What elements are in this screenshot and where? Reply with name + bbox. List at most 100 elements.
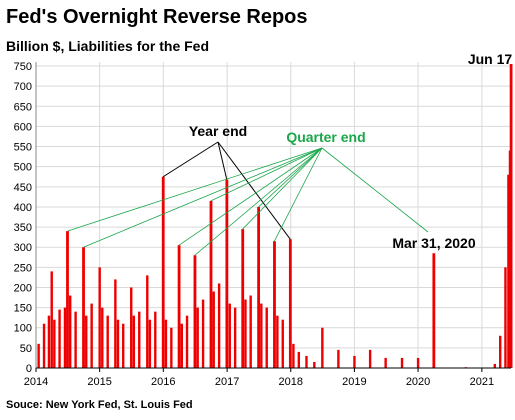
annotation-label: Quarter end [286, 129, 365, 145]
y-tick-label: 650 [14, 101, 32, 113]
data-bar [148, 319, 152, 368]
data-bar [164, 319, 168, 368]
data-bar [132, 315, 136, 368]
spike-bar [161, 176, 165, 368]
annotation-label: Mar 31, 2020 [392, 235, 475, 251]
data-bar [321, 327, 324, 368]
spike-bar [432, 253, 436, 368]
data-bar [265, 307, 268, 368]
x-tick-label: 2020 [406, 376, 430, 388]
data-bar [499, 335, 502, 368]
x-tick-label: 2018 [279, 376, 303, 388]
data-series [37, 64, 513, 369]
y-tick-label: 500 [14, 162, 32, 174]
data-bar [353, 355, 356, 368]
data-bar [416, 357, 420, 368]
leader-line-quarter-end [210, 147, 323, 202]
data-bar [185, 315, 189, 368]
spike-bar [66, 231, 69, 368]
x-tick-label: 2016 [151, 376, 175, 388]
data-bar [217, 283, 221, 368]
data-bar [106, 315, 109, 368]
data-bar [305, 355, 308, 368]
y-tick-label: 150 [14, 303, 32, 315]
data-bar [201, 299, 205, 368]
spike-bar [288, 239, 292, 368]
data-bar [114, 279, 117, 368]
spike-bar [241, 229, 245, 368]
spike-bar [257, 206, 261, 368]
data-bar [244, 299, 247, 368]
spike-bar [273, 241, 276, 368]
data-bar [337, 349, 340, 368]
y-tick-label: 750 [14, 61, 32, 73]
x-tick-label: 2021 [470, 376, 494, 388]
data-bar [98, 267, 101, 368]
annotations: Year end Quarter end Mar 31, 2020 Jun 17 [67, 51, 513, 256]
y-tick-label: 0 [26, 363, 32, 375]
leader-line-quarter-end [321, 147, 429, 233]
spike-bar [209, 200, 213, 368]
annotation-label: Jun 17 [468, 51, 513, 67]
spike-bar [509, 64, 513, 369]
data-bar [180, 323, 184, 368]
data-bar [53, 319, 56, 368]
y-tick-label: 700 [14, 81, 32, 93]
data-bar [138, 311, 141, 368]
data-bar [368, 349, 372, 368]
data-bar [122, 323, 125, 368]
data-bar [493, 363, 497, 368]
source-note: Souce: New York Fed, St. Louis Fed [6, 399, 193, 411]
data-bar [276, 315, 279, 368]
leader-line-quarter-end [242, 147, 323, 230]
y-tick-label: 300 [14, 242, 32, 254]
data-bar [313, 361, 316, 368]
leader-line-quarter-end [194, 147, 323, 256]
leader-line-quarter-end [67, 147, 323, 232]
y-tick-label: 450 [14, 182, 32, 194]
spike-bar [177, 245, 181, 368]
data-bar [85, 315, 88, 368]
leader-line-year-end [162, 141, 219, 178]
data-bar [212, 291, 215, 368]
data-bar [42, 323, 46, 368]
data-bar [130, 287, 133, 368]
data-bar [233, 307, 237, 368]
data-bar [69, 295, 72, 368]
leader-line-quarter-end [83, 147, 323, 248]
leader-line-quarter-end [274, 147, 323, 242]
leader-line-quarter-end [178, 147, 323, 246]
x-tick-label: 2014 [24, 376, 48, 388]
data-bar [146, 275, 149, 368]
data-bar [154, 311, 157, 368]
leader-line-year-end [217, 141, 291, 240]
data-bar [116, 319, 120, 368]
y-tick-label: 200 [14, 282, 32, 294]
y-tick-label: 350 [14, 222, 32, 234]
data-bar [281, 319, 284, 368]
annotation-label: Year end [189, 123, 247, 139]
data-bar [90, 303, 93, 368]
chart-title: Fed's Overnight Reverse Repos [6, 6, 308, 28]
y-tick-label: 550 [14, 142, 32, 154]
data-bar [63, 307, 67, 368]
data-bar [228, 303, 231, 368]
data-bar [384, 357, 387, 368]
data-bar [74, 311, 77, 368]
data-bar [292, 343, 295, 368]
y-tick-label: 50 [20, 343, 32, 355]
data-bar [37, 343, 40, 368]
spike-bar [82, 247, 85, 368]
data-bar [400, 357, 404, 368]
leader-line-quarter-end [258, 147, 323, 208]
y-tick-label: 600 [14, 121, 32, 133]
axes: 0 50 100 150 200 250 300 350 400 450 500 550 600 650 7… [14, 61, 511, 388]
data-bar [507, 174, 510, 368]
y-tick-label: 100 [14, 323, 32, 335]
data-bar [249, 295, 252, 368]
x-tick-label: 2015 [87, 376, 111, 388]
chart-subtitle: Billion $, Liabilities for the Fed [6, 38, 210, 54]
y-tick-label: 250 [14, 262, 32, 274]
